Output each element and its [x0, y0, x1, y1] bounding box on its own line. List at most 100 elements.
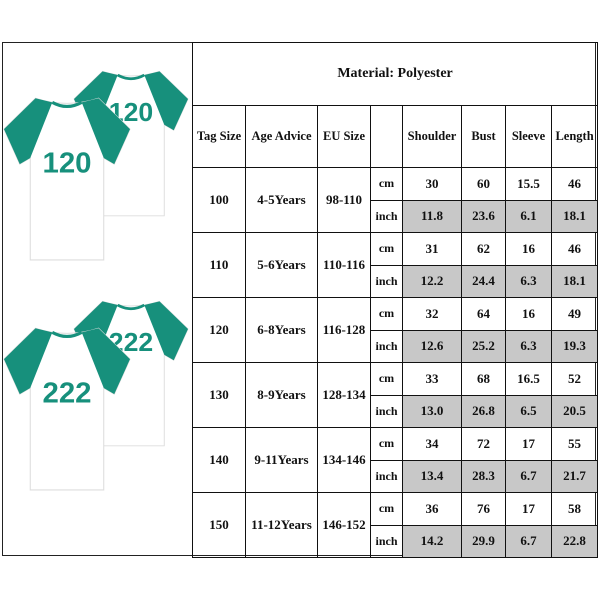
- shoulder-cell: 12.2: [402, 264, 462, 298]
- age-advice-cell: 9-11Years: [245, 427, 318, 493]
- sleeve-cell: 16: [505, 297, 552, 331]
- bust-cell: 60: [461, 167, 506, 201]
- sleeve-cell: 17: [505, 427, 552, 461]
- header-bust: Bust: [461, 105, 506, 168]
- unit-cell: cm: [370, 297, 403, 331]
- bust-cell: 29.9: [461, 524, 506, 558]
- unit-cell: cm: [370, 167, 403, 201]
- shoulder-cell: 13.4: [402, 459, 462, 493]
- tag-size-cell: 120: [192, 297, 246, 363]
- bust-cell: 64: [461, 297, 506, 331]
- unit-cell: cm: [370, 492, 403, 526]
- eu-size-cell: 110-116: [317, 232, 371, 298]
- sleeve-cell: 6.1: [505, 199, 552, 233]
- bust-cell: 76: [461, 492, 506, 526]
- unit-cell: inch: [370, 329, 403, 363]
- sleeve-cell: 16.5: [505, 362, 552, 396]
- sleeve-cell: 6.3: [505, 264, 552, 298]
- size-row-cm: 130 8-9Years 128-134 cm 33 68 16.5 52: [192, 362, 599, 428]
- tag-size-cell: 110: [192, 232, 246, 298]
- unit-cell: inch: [370, 394, 403, 428]
- header-length: Length: [550, 105, 599, 168]
- tag-size-cell: 140: [192, 427, 246, 493]
- header-shoulder: Shoulder: [402, 105, 462, 168]
- eu-size-cell: 134-146: [317, 427, 371, 493]
- bust-cell: 28.3: [461, 459, 506, 493]
- tag-size-cell: 130: [192, 362, 246, 428]
- bust-cell: 26.8: [461, 394, 506, 428]
- length-cell: 46: [550, 167, 599, 201]
- sleeve-cell: 6.5: [505, 394, 552, 428]
- age-advice-cell: 6-8Years: [245, 297, 318, 363]
- shirt-front-120: 120: [2, 96, 132, 262]
- shoulder-cell: 33: [402, 362, 462, 396]
- size-chart-table: Material: Polyester Tag Size Age Advice …: [191, 42, 599, 558]
- bust-cell: 23.6: [461, 199, 506, 233]
- shirt-front-222: 222: [2, 326, 132, 492]
- length-cell: 19.3: [550, 329, 599, 363]
- shoulder-cell: 36: [402, 492, 462, 526]
- size-row-inch: inch 13.4 28.3 6.7 21.7: [193, 459, 599, 493]
- length-cell: 52: [550, 362, 599, 396]
- bust-cell: 24.4: [461, 264, 506, 298]
- age-advice-cell: 11-12Years: [245, 492, 318, 558]
- eu-size-cell: 98-110: [317, 167, 371, 233]
- sleeve-cell: 6.7: [505, 459, 552, 493]
- length-cell: 21.7: [550, 459, 599, 493]
- product-images: 120 120 222 222: [2, 69, 190, 492]
- header-tag-size: Tag Size: [192, 105, 246, 168]
- bust-cell: 62: [461, 232, 506, 266]
- tag-size-cell: 100: [192, 167, 246, 233]
- sleeve-cell: 15.5: [505, 167, 552, 201]
- unit-cell: cm: [370, 362, 403, 396]
- eu-size-cell: 116-128: [317, 297, 371, 363]
- unit-cell: cm: [370, 427, 403, 461]
- length-cell: 22.8: [550, 524, 599, 558]
- bust-cell: 68: [461, 362, 506, 396]
- size-row-cm: 110 5-6Years 110-116 cm 31 62 16 46: [192, 232, 599, 298]
- bust-cell: 72: [461, 427, 506, 461]
- shoulder-cell: 30: [402, 167, 462, 201]
- size-row-inch: inch 11.8 23.6 6.1 18.1: [193, 199, 599, 233]
- shoulder-cell: 31: [402, 232, 462, 266]
- bust-cell: 25.2: [461, 329, 506, 363]
- header-sleeve: Sleeve: [505, 105, 552, 168]
- eu-size-cell: 146-152: [317, 492, 371, 558]
- length-cell: 18.1: [550, 264, 599, 298]
- length-cell: 58: [550, 492, 599, 526]
- shoulder-cell: 12.6: [402, 329, 462, 363]
- age-advice-cell: 5-6Years: [245, 232, 318, 298]
- age-advice-cell: 4-5Years: [245, 167, 318, 233]
- header-row: Tag Size Age Advice EU Size Shoulder Bus…: [192, 105, 599, 168]
- size-row-cm: 140 9-11Years 134-146 cm 34 72 17 55: [192, 427, 599, 493]
- age-advice-cell: 8-9Years: [245, 362, 318, 428]
- shoulder-cell: 34: [402, 427, 462, 461]
- unit-cell: inch: [370, 459, 403, 493]
- header-age-advice: Age Advice: [245, 105, 318, 168]
- sleeve-cell: 17: [505, 492, 552, 526]
- sleeve-cell: 6.7: [505, 524, 552, 558]
- shoulder-cell: 14.2: [402, 524, 462, 558]
- size-row-inch: inch 14.2 29.9 6.7 22.8: [193, 524, 599, 558]
- size-row-cm: 120 6-8Years 116-128 cm 32 64 16 49: [192, 297, 599, 363]
- length-cell: 20.5: [550, 394, 599, 428]
- material-title: Material: Polyester: [191, 42, 599, 106]
- unit-cell: inch: [370, 264, 403, 298]
- shoulder-cell: 13.0: [402, 394, 462, 428]
- size-row-inch: inch 13.0 26.8 6.5 20.5: [193, 394, 599, 428]
- shoulder-cell: 11.8: [402, 199, 462, 233]
- length-cell: 55: [550, 427, 599, 461]
- size-row-inch: inch 12.6 25.2 6.3 19.3: [193, 329, 599, 363]
- header-unit: [370, 105, 403, 168]
- length-cell: 46: [550, 232, 599, 266]
- size-row-cm: 150 11-12Years 146-152 cm 36 76 17 58: [192, 492, 599, 558]
- unit-cell: inch: [370, 524, 403, 558]
- shoulder-cell: 32: [402, 297, 462, 331]
- header-eu-size: EU Size: [317, 105, 371, 168]
- shirt-number: 222: [42, 378, 91, 410]
- sleeve-cell: 6.3: [505, 329, 552, 363]
- length-cell: 18.1: [550, 199, 599, 233]
- length-cell: 49: [550, 297, 599, 331]
- unit-cell: inch: [370, 199, 403, 233]
- size-row-inch: inch 12.2 24.4 6.3 18.1: [193, 264, 599, 298]
